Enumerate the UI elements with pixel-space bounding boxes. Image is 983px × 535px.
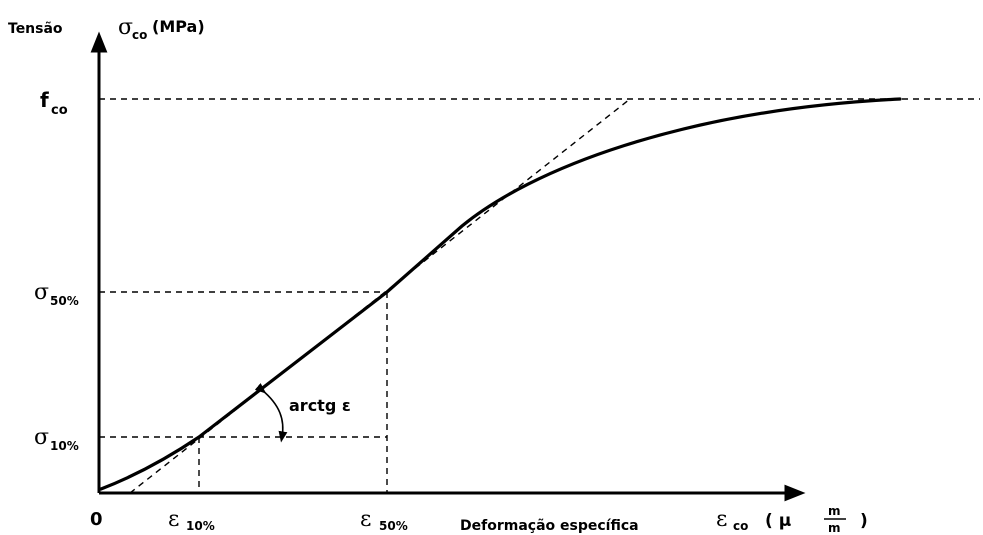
angle-label: arctg ε	[289, 396, 351, 415]
y-axis-symbol-subscript: co	[132, 28, 147, 42]
fco-label: f	[40, 88, 49, 112]
eps50-label-subscript: 50%	[379, 519, 408, 533]
sigma50-label-subscript: 50%	[50, 294, 79, 308]
eps10-label-subscript: 10%	[186, 519, 215, 533]
y-axis-unit: (MPa)	[152, 17, 205, 36]
y-axis-title-word: Tensão	[8, 21, 63, 37]
x-axis-unit-close: )	[860, 511, 868, 531]
x-axis-title-word: Deformação específica	[460, 518, 639, 534]
x-axis-symbol-subscript: co	[733, 519, 748, 533]
x-axis-unit-denominator: m	[828, 521, 841, 535]
x-axis-symbol: ε	[716, 507, 727, 532]
fco-label-subscript: co	[51, 103, 68, 118]
stress-strain-curve	[99, 97, 902, 491]
sigma10-label-subscript: 10%	[50, 439, 79, 453]
eps50-label: ε	[360, 507, 371, 532]
secant-extension-line	[129, 98, 631, 494]
x-axis-unit-open: ( μ	[765, 511, 791, 531]
sigma50-label: σ	[34, 280, 49, 305]
x-axis-unit-numerator: m	[828, 504, 841, 518]
angle-arc	[254, 382, 288, 443]
y-axis-symbol: σ	[118, 15, 133, 40]
eps10-label: ε	[168, 507, 179, 532]
origin-label: 0	[90, 509, 103, 530]
sigma10-label: σ	[34, 425, 49, 450]
